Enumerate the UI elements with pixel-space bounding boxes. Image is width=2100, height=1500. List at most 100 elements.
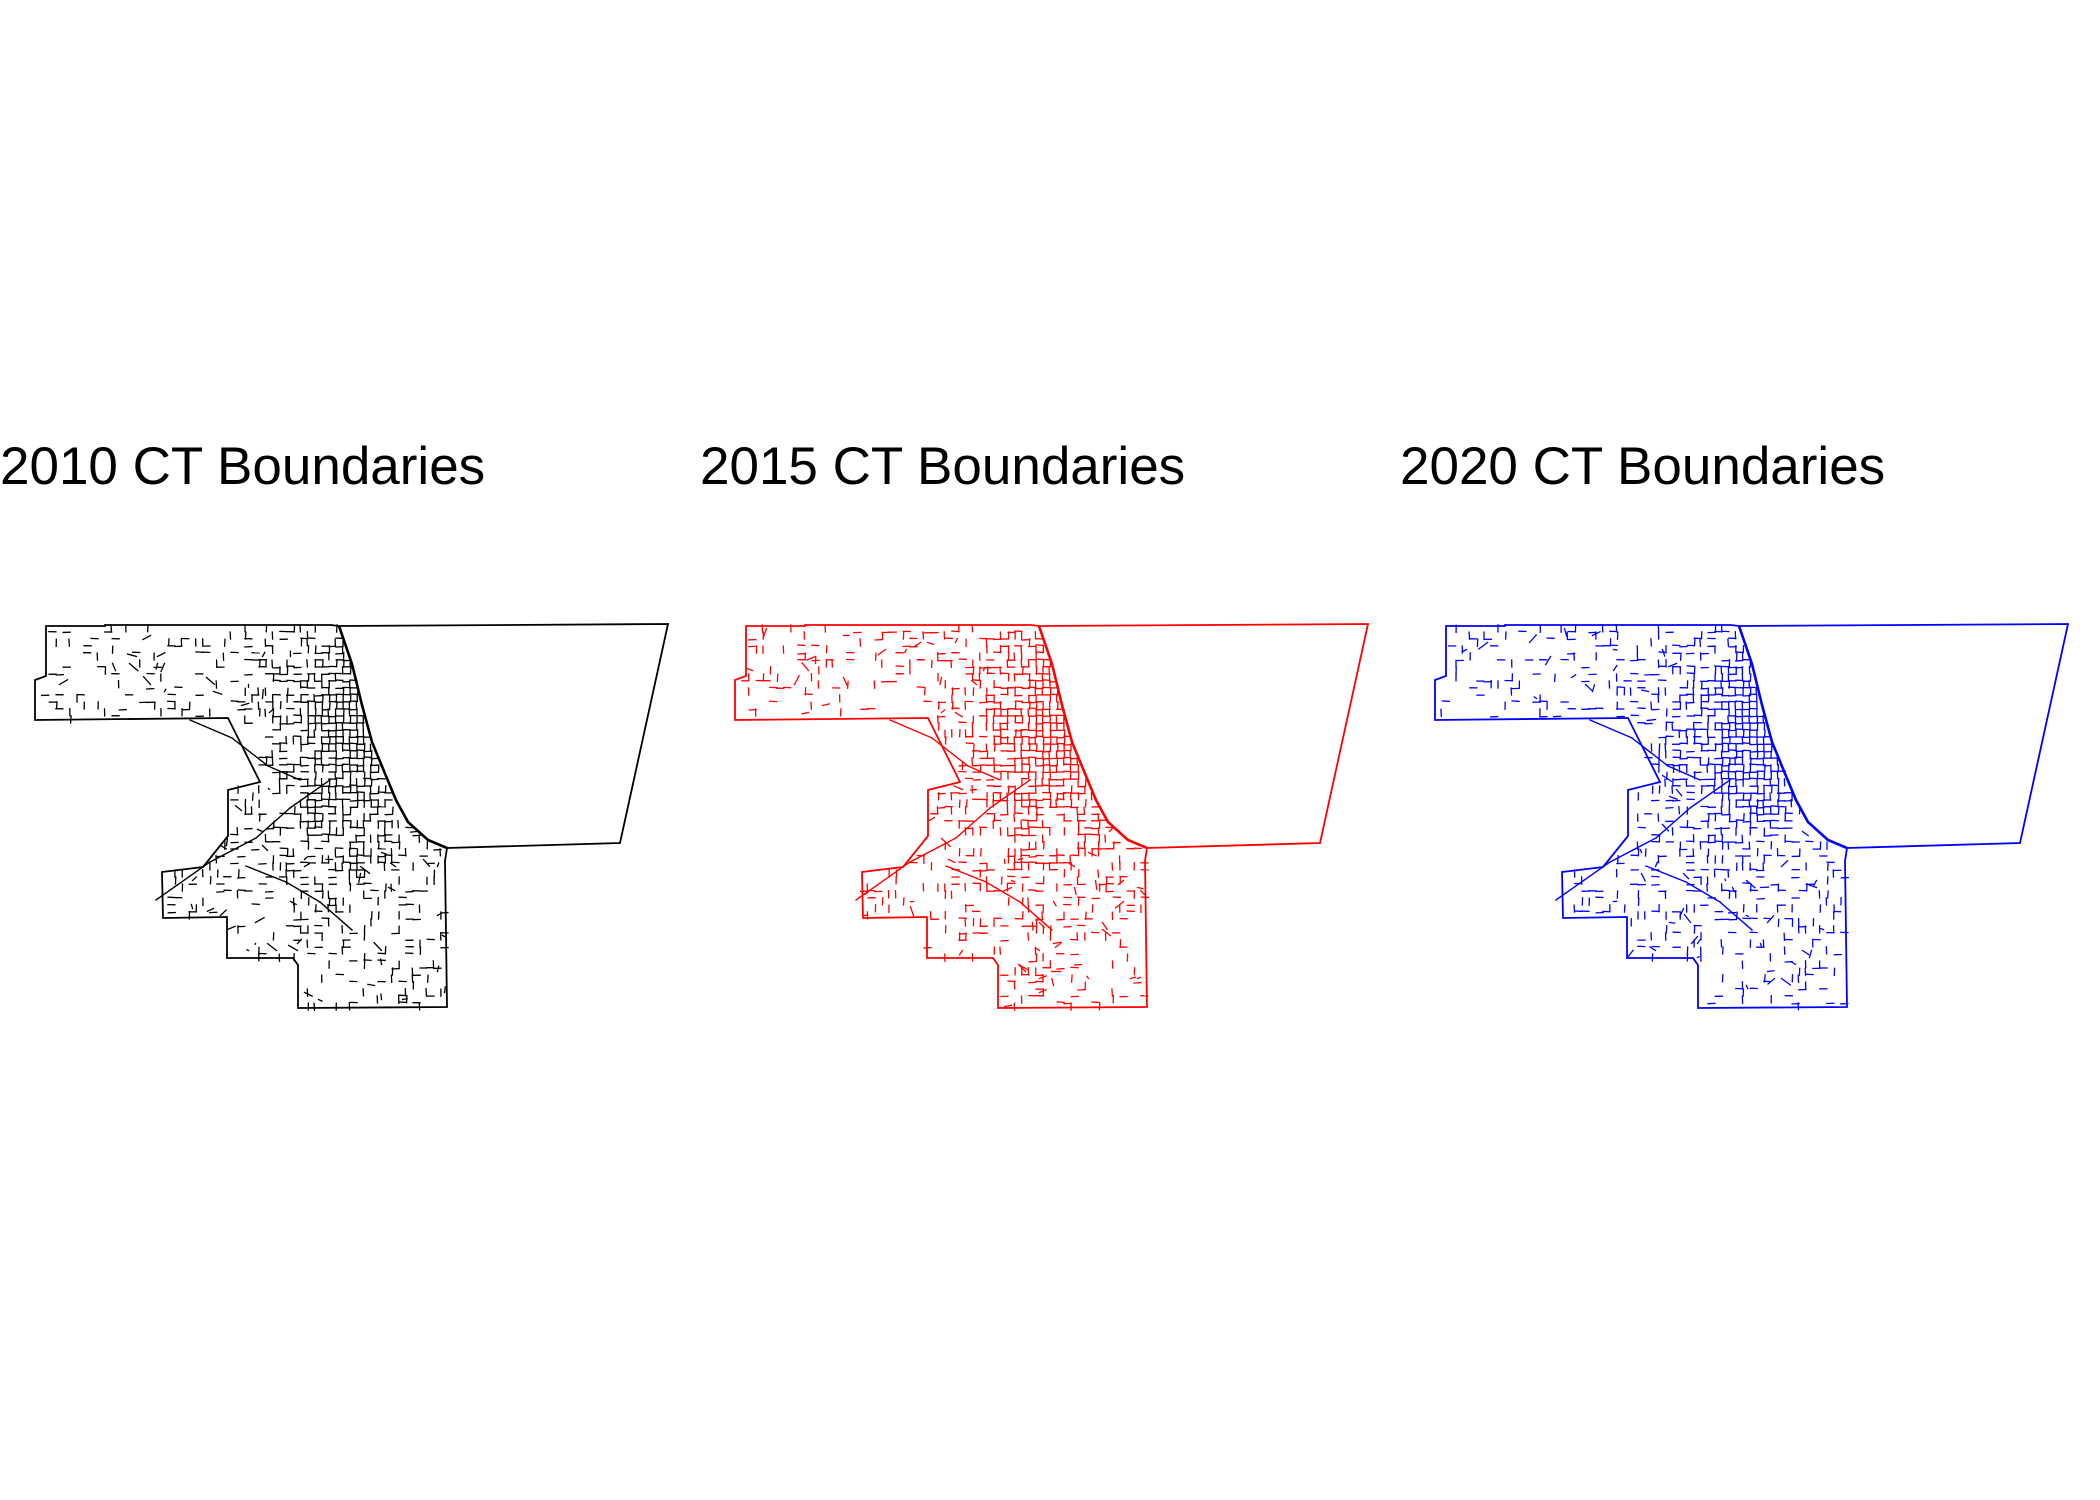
tract-boundary	[972, 679, 981, 682]
tract-boundary	[163, 688, 167, 693]
tract-boundary	[1018, 964, 1027, 973]
tract-boundary	[1021, 638, 1030, 641]
tract-boundary	[953, 784, 964, 791]
tract-boundary	[256, 828, 264, 833]
tract-boundary	[821, 703, 831, 707]
tract-boundary	[306, 659, 309, 668]
tract-boundary	[111, 662, 117, 672]
map-title-2020: 2020 CT Boundaries	[1400, 437, 1886, 496]
tract-boundaries-map-2015	[734, 623, 1370, 1011]
tract-boundary	[1812, 879, 1818, 888]
tract-boundary	[1051, 977, 1055, 987]
tract-boundary	[762, 627, 768, 638]
shoreline-boundary	[337, 625, 448, 850]
corridor-boundary	[1019, 901, 1053, 931]
tract-boundary	[327, 904, 330, 913]
corridor-boundary	[255, 807, 291, 839]
tract-boundary	[1745, 914, 1750, 918]
tract-boundary	[1668, 921, 1676, 924]
tract-boundary	[254, 916, 265, 924]
tract-boundary	[436, 912, 443, 917]
tract-boundary	[1749, 792, 1752, 801]
tract-boundary	[379, 958, 383, 966]
tract-boundary	[1770, 805, 1779, 808]
tract-boundary	[426, 974, 429, 983]
tract-boundary	[954, 711, 963, 718]
tract-boundary	[1748, 715, 1751, 724]
tract-boundary	[1003, 1004, 1013, 1008]
tract-boundary	[940, 709, 946, 714]
corridor-boundary	[1609, 837, 1657, 863]
tract-boundary	[1073, 886, 1077, 896]
tract-boundary	[1654, 861, 1659, 868]
tract-boundary	[954, 637, 959, 644]
tract-boundary	[314, 771, 317, 780]
tract-boundary	[1682, 872, 1690, 880]
corridor-boundary	[955, 807, 991, 839]
tract-boundary	[1563, 627, 1568, 637]
tract-boundary	[212, 690, 223, 696]
tract-boundary	[1528, 634, 1538, 644]
corridor-boundary	[1655, 807, 1691, 839]
tract-boundary	[156, 651, 166, 658]
tract-boundary	[226, 925, 237, 931]
corridor-boundary	[1685, 881, 1721, 903]
tract-boundary	[1070, 974, 1073, 983]
tract-boundary	[950, 659, 953, 668]
tract-boundary	[1735, 911, 1738, 920]
tract-boundary	[1690, 935, 1699, 945]
shoreline-boundary	[1037, 625, 1148, 850]
tract-boundary	[1678, 806, 1681, 815]
tract-boundary	[909, 905, 915, 917]
map-panel-2010: 2010 CT Boundaries	[0, 440, 700, 1080]
tract-boundary	[443, 986, 447, 994]
tract-boundary	[251, 903, 260, 906]
tract-boundary	[436, 965, 440, 973]
tract-boundary	[240, 702, 250, 707]
tract-boundary	[970, 679, 978, 686]
tract-boundary	[1084, 911, 1087, 920]
corridor-boundary	[945, 865, 987, 883]
tract-boundary	[1661, 774, 1673, 783]
tract-boundary	[335, 855, 344, 858]
tract-boundary	[68, 638, 71, 647]
tract-boundary	[1038, 988, 1048, 994]
corridor-boundary	[855, 861, 911, 901]
tract-boundary	[1035, 644, 1044, 647]
tract-boundary	[1649, 946, 1657, 952]
county-outline	[734, 623, 1370, 1009]
corridor-boundary	[985, 881, 1021, 903]
tract-boundary	[1640, 872, 1646, 882]
corridor-boundary	[231, 737, 269, 767]
tract-boundary	[1756, 897, 1765, 900]
tract-boundary	[349, 799, 358, 802]
tract-boundary	[261, 689, 264, 700]
tract-boundary	[1766, 969, 1775, 973]
tract-boundary	[126, 653, 138, 658]
tract-boundary	[1553, 673, 1556, 682]
tract-boundary	[928, 816, 936, 822]
tract-boundary	[1679, 907, 1685, 917]
tract-boundary	[1789, 960, 1797, 966]
tract-boundary	[373, 941, 383, 952]
tract-boundary	[1054, 942, 1062, 949]
tract-boundary	[205, 676, 216, 686]
tract-boundary	[293, 918, 302, 921]
tract-boundary	[806, 655, 817, 661]
tract-boundary	[1639, 848, 1643, 854]
tract-boundary	[1052, 941, 1063, 945]
tract-boundary	[1086, 975, 1090, 980]
tract-boundary	[1533, 695, 1538, 700]
tract-boundary	[289, 900, 298, 906]
corridor-boundary	[909, 837, 957, 863]
tract-boundary	[363, 778, 366, 787]
tract-boundary	[1766, 914, 1775, 924]
tract-boundary	[1584, 683, 1594, 692]
tract-boundary	[939, 676, 943, 685]
tract-lines	[741, 624, 1149, 1011]
tract-boundary	[206, 907, 215, 913]
tract-boundary	[380, 851, 387, 855]
tract-boundary	[321, 694, 324, 703]
tract-boundary	[367, 983, 376, 987]
tract-boundary	[1056, 854, 1065, 857]
